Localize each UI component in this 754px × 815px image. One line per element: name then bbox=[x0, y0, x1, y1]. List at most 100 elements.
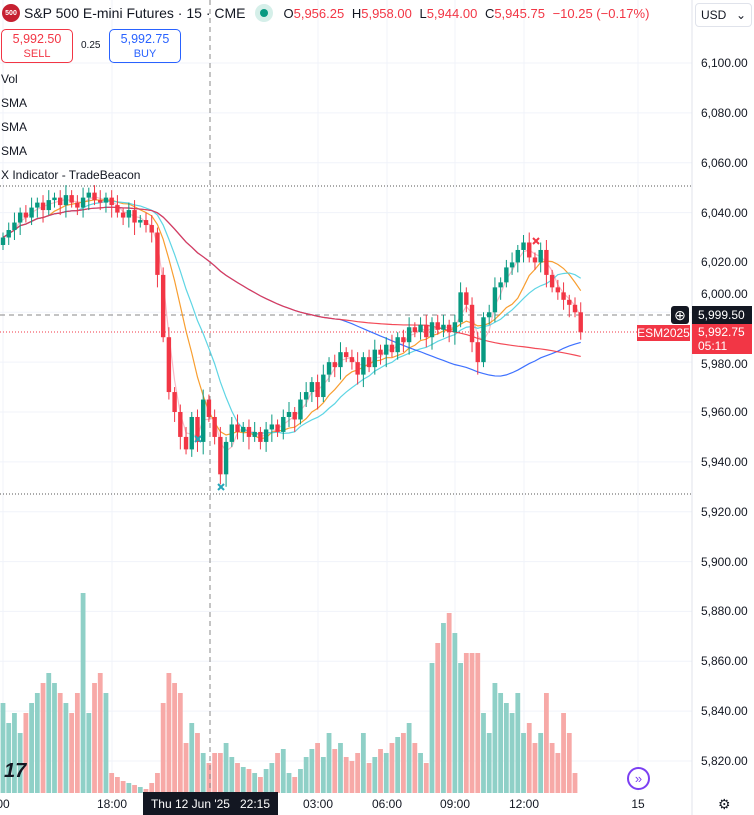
symbol-title[interactable]: S&P 500 E-mini Futures · 15 · CME bbox=[24, 5, 246, 21]
volume-bar bbox=[6, 723, 12, 793]
volume-bar bbox=[383, 753, 389, 793]
bar-countdown: 05:11 bbox=[698, 339, 728, 353]
volume-bar bbox=[275, 753, 280, 793]
candle-body bbox=[361, 357, 366, 375]
candle-body bbox=[0, 237, 6, 245]
volume-bar bbox=[475, 653, 481, 793]
sma-line bbox=[2, 199, 582, 440]
chart-header: 500 S&P 500 E-mini Futures · 15 · CME O5… bbox=[0, 3, 653, 23]
volume-bar bbox=[538, 733, 544, 793]
currency-value: USD bbox=[701, 8, 727, 22]
volume-bar bbox=[486, 733, 492, 793]
add-plus-icon[interactable]: ⊕ bbox=[671, 306, 689, 324]
volume-bar bbox=[309, 749, 315, 793]
candle-body bbox=[572, 304, 578, 313]
candle-body bbox=[35, 202, 40, 208]
volume-bar bbox=[338, 743, 343, 793]
candle-body bbox=[195, 416, 200, 442]
volume-bar bbox=[126, 783, 132, 793]
indicator-sma-3[interactable]: SMA bbox=[1, 144, 28, 158]
crosshair-price-label: 5,999.50 bbox=[692, 306, 752, 324]
candle-body bbox=[52, 197, 57, 201]
candle-body bbox=[281, 416, 286, 432]
volume-bar bbox=[74, 693, 80, 793]
volume-bar bbox=[498, 693, 504, 793]
candle-body bbox=[561, 292, 566, 300]
candle-body bbox=[6, 230, 11, 238]
candle-body bbox=[401, 337, 406, 343]
candle-body bbox=[544, 249, 549, 275]
candle-body bbox=[395, 337, 400, 353]
settings-gear-icon[interactable]: ⚙ bbox=[718, 796, 731, 812]
buy-button[interactable]: 5,992.75 BUY bbox=[109, 29, 181, 63]
volume-bar bbox=[252, 773, 258, 793]
volume-bar bbox=[526, 723, 532, 793]
candle-body bbox=[80, 197, 86, 208]
candle-body bbox=[452, 322, 458, 333]
volume-bar bbox=[412, 743, 418, 793]
candle-body bbox=[138, 220, 143, 223]
candle-body bbox=[229, 424, 234, 442]
spread: 0.25 bbox=[81, 40, 101, 51]
volume-bar bbox=[446, 613, 452, 793]
candle-body bbox=[366, 357, 372, 368]
price-tick: 5,900.00 bbox=[701, 554, 748, 569]
volume-bar bbox=[183, 743, 189, 793]
candle-body bbox=[241, 426, 246, 432]
volume-bar bbox=[23, 713, 29, 793]
volume-bar bbox=[395, 737, 401, 793]
volume-bar bbox=[92, 683, 97, 793]
symbol-price-tag: ESM2025 bbox=[637, 325, 690, 341]
candle-body bbox=[532, 257, 538, 263]
volume-bar bbox=[463, 653, 469, 793]
last-price: 5,992.75 bbox=[698, 325, 745, 339]
tradingview-logo[interactable]: 17 bbox=[4, 760, 27, 782]
scroll-to-realtime-icon[interactable]: » bbox=[627, 767, 650, 790]
volume-bar bbox=[429, 663, 435, 793]
candle-body bbox=[555, 287, 561, 293]
price-tick: 5,840.00 bbox=[701, 704, 748, 719]
candle-body bbox=[149, 225, 154, 233]
candle-body bbox=[378, 349, 383, 355]
candle-body bbox=[86, 192, 91, 198]
currency-select[interactable]: USD ⌄ bbox=[695, 3, 752, 27]
candle-body bbox=[332, 362, 337, 368]
time-tick: 18:00 bbox=[96, 797, 128, 811]
volume-bar bbox=[492, 683, 498, 793]
time-tick: 12:00 bbox=[508, 797, 540, 811]
indicator-sma-2[interactable]: SMA bbox=[1, 120, 28, 134]
candle-body bbox=[355, 362, 360, 375]
candle-body bbox=[120, 212, 126, 218]
candle-body bbox=[206, 399, 212, 417]
candle-body bbox=[58, 197, 63, 206]
volume-bar bbox=[435, 643, 441, 793]
volume-bar bbox=[200, 753, 206, 793]
sell-button[interactable]: 5,992.50 SELL bbox=[1, 29, 73, 63]
candle-body bbox=[441, 324, 446, 330]
candle-body bbox=[172, 392, 177, 412]
candle-body bbox=[98, 200, 103, 203]
sma-line bbox=[2, 196, 582, 452]
candle-body bbox=[183, 436, 189, 450]
candle-body bbox=[509, 262, 515, 268]
price-tick: 5,820.00 bbox=[701, 754, 748, 768]
crosshair-date-label: Thu 12 Jun '25 22:15 bbox=[143, 792, 278, 815]
candle-body bbox=[29, 207, 34, 218]
candle-body bbox=[143, 220, 149, 226]
volume-bar bbox=[258, 777, 263, 793]
volume-bar bbox=[120, 781, 126, 793]
volume-bar bbox=[155, 773, 160, 793]
candle-body bbox=[406, 327, 412, 343]
candle-body bbox=[578, 312, 583, 333]
volume-bar bbox=[555, 753, 561, 793]
candle-body bbox=[384, 344, 389, 355]
price-tick: 6,040.00 bbox=[701, 205, 748, 220]
indicator-sma-1[interactable]: SMA bbox=[1, 96, 28, 110]
price-tick: 5,920.00 bbox=[701, 504, 748, 519]
indicator-tradebeacon[interactable]: X Indicator - TradeBeacon bbox=[1, 168, 141, 182]
indicator-vol[interactable]: Vol bbox=[1, 72, 18, 86]
candle-body bbox=[435, 322, 440, 330]
volume-bar bbox=[34, 693, 40, 793]
volume-bar bbox=[52, 683, 57, 793]
